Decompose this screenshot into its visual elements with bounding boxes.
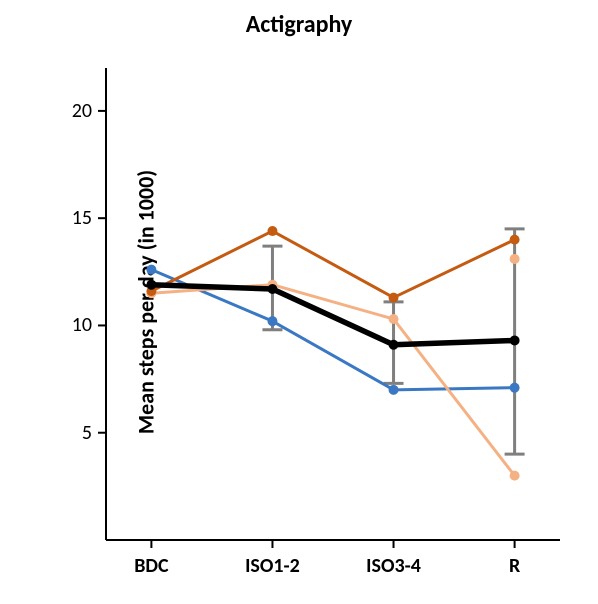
ytick-label: 10	[58, 313, 92, 337]
xtick-label: BDC	[134, 554, 168, 578]
xtick-label: ISO1-2	[245, 554, 300, 578]
ytick-label: 15	[58, 206, 92, 230]
plot-svg	[0, 0, 598, 604]
ytick-label: 20	[58, 99, 92, 123]
ytick-label: 5	[58, 421, 92, 445]
xtick-label: ISO3-4	[366, 554, 421, 578]
actigraphy-chart: Actigraphy Mean steps per day (in 1000) …	[0, 0, 598, 604]
xtick-label: R	[509, 554, 520, 578]
